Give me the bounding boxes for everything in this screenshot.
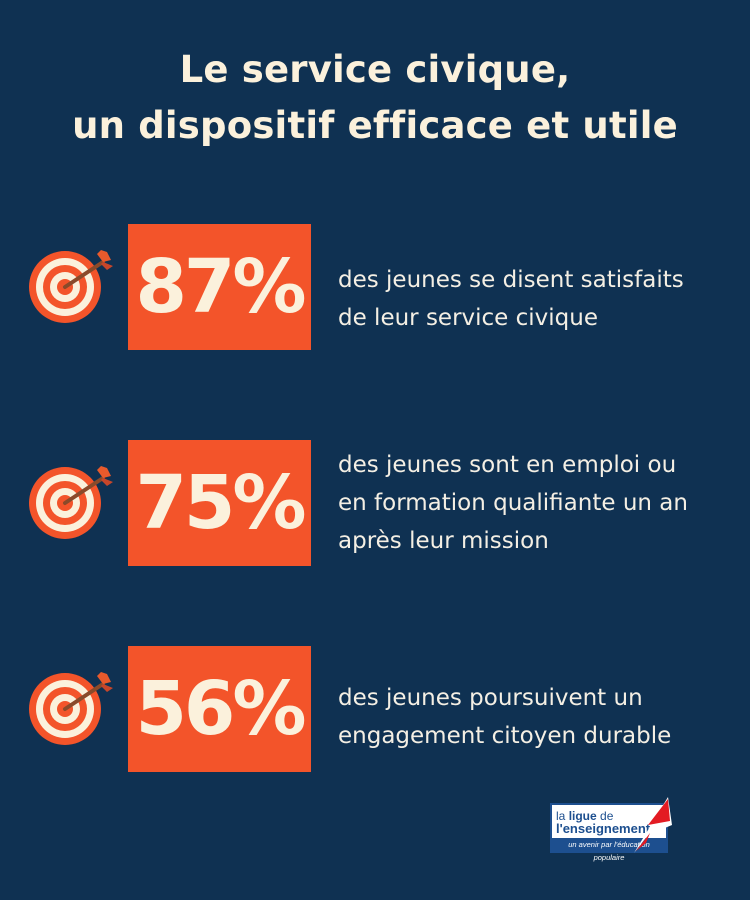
logo-flag-icon	[634, 797, 672, 853]
stat-description-line: après leur mission	[338, 528, 549, 554]
logo-line-2: l'enseignement	[556, 821, 651, 836]
stat-description-line: de leur service civique	[338, 305, 599, 331]
stat-value-box: 75%	[128, 440, 311, 566]
ligue-enseignement-logo: la ligue de l'enseignement un avenir par…	[548, 795, 676, 862]
stat-description-line: des jeunes poursuivent un	[338, 685, 643, 711]
stat-description: des jeunes poursuivent un engagement cit…	[338, 679, 738, 755]
stat-description-line: des jeunes sont en emploi ou	[338, 452, 677, 478]
stat-value-box: 56%	[128, 646, 311, 772]
title-line-2: un dispositif efficace et utile	[72, 104, 678, 147]
stat-description-line: engagement citoyen durable	[338, 723, 672, 749]
logo-box: la ligue de l'enseignement un avenir par…	[550, 803, 668, 862]
stat-description: des jeunes se disent satisfaits de leur …	[338, 261, 738, 337]
stat-value: 75%	[135, 460, 306, 546]
page-title: Le service civique, un dispositif effica…	[0, 42, 750, 154]
stat-block-3: 56% des jeunes poursuivent un engagement…	[0, 646, 750, 772]
stat-value: 56%	[135, 666, 306, 752]
stat-block-2: 75% des jeunes sont en emploi ou en form…	[0, 440, 750, 566]
stat-value: 87%	[135, 244, 306, 330]
logo-line-1: la ligue de	[556, 809, 614, 823]
target-arrow-icon	[29, 250, 113, 323]
target-arrow-icon	[29, 672, 113, 745]
stat-description-line: des jeunes se disent satisfaits	[338, 267, 684, 293]
target-arrow-icon	[29, 466, 113, 539]
stat-block-1: 87% des jeunes se disent satisfaits de l…	[0, 224, 750, 350]
stat-description-line: en formation qualifiante un an	[338, 490, 688, 516]
stat-value-box: 87%	[128, 224, 311, 350]
stat-description: des jeunes sont en emploi ou en formatio…	[338, 446, 738, 560]
title-line-1: Le service civique,	[179, 48, 571, 91]
